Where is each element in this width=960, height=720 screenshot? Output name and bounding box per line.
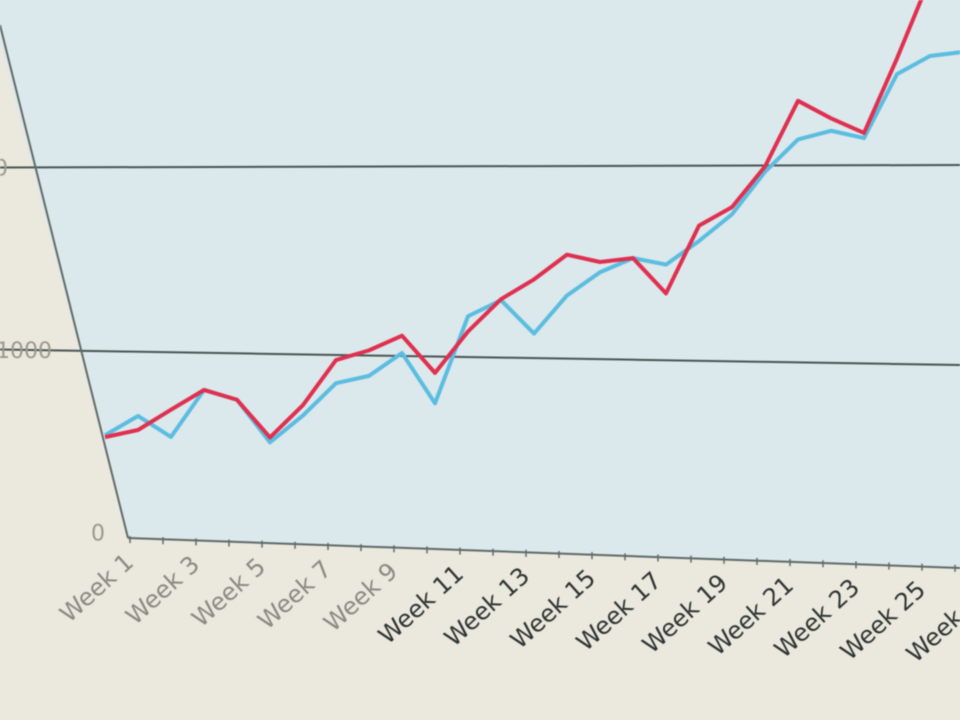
plot-area xyxy=(0,0,960,568)
y-tick-label: 0 xyxy=(91,522,105,547)
gridline xyxy=(0,164,960,169)
x-axis-line xyxy=(127,537,960,569)
y-tick-label: 1000 xyxy=(0,339,52,364)
y-tick-label: 2000 xyxy=(0,156,8,181)
y-axis-line xyxy=(0,24,129,539)
gridline xyxy=(0,348,960,366)
